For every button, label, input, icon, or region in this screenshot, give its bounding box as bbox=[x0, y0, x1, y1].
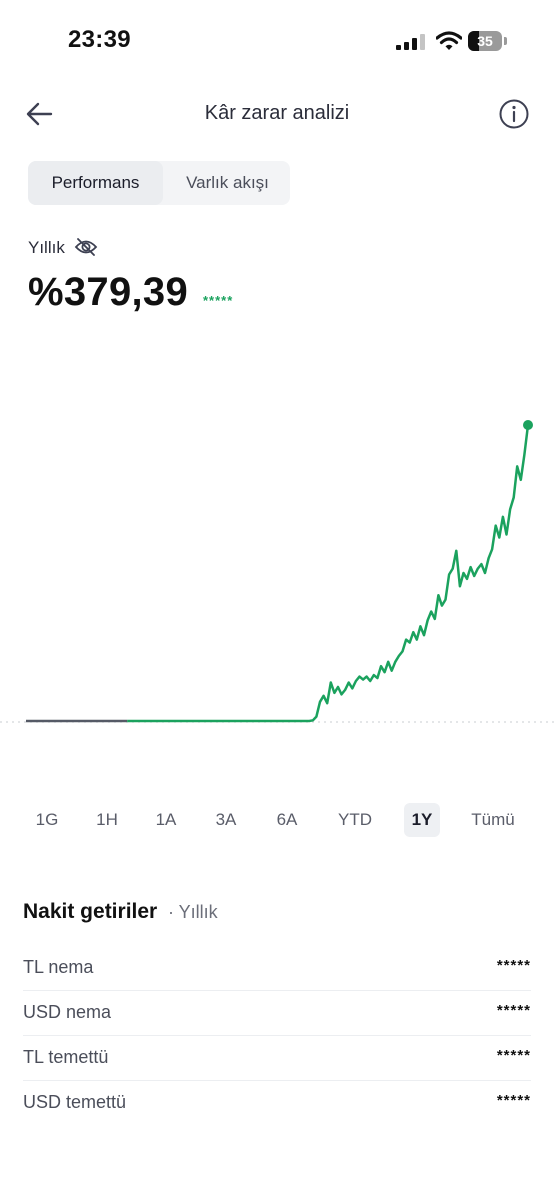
range-option-1a[interactable]: 1A bbox=[155, 810, 177, 829]
cash-row-label: USD nema bbox=[23, 1002, 112, 1022]
tab-varlik-akisi[interactable]: Varlık akışı bbox=[186, 173, 269, 192]
range-option-3a[interactable]: 3A bbox=[215, 810, 237, 829]
performance-chart[interactable] bbox=[0, 330, 554, 760]
back-arrow-icon[interactable] bbox=[24, 98, 56, 130]
cash-row-tl-temettu: TL temettü ***** bbox=[23, 1035, 531, 1081]
battery-level: 35 bbox=[477, 33, 493, 49]
info-icon[interactable] bbox=[498, 98, 530, 130]
cash-row-usd-temettu: USD temettü ***** bbox=[23, 1080, 531, 1125]
eye-off-icon[interactable] bbox=[74, 236, 98, 258]
cash-row-label: TL temettü bbox=[23, 1047, 109, 1067]
range-option-ytd[interactable]: YTD bbox=[338, 810, 372, 829]
cash-row-tl-nema: TL nema ***** bbox=[23, 945, 531, 991]
cash-returns-subtitle: · Yıllık bbox=[168, 902, 218, 922]
cellular-signal-icon bbox=[396, 34, 425, 50]
wifi-icon bbox=[436, 31, 462, 50]
performance-value: %379,39 bbox=[28, 270, 189, 314]
range-option-1y[interactable]: 1Y bbox=[404, 803, 440, 837]
cash-returns-title: Nakit getiriler bbox=[23, 900, 158, 923]
cash-row-label: TL nema bbox=[23, 957, 94, 977]
chart-series-line bbox=[127, 424, 530, 723]
page-title: Kâr zarar analizi bbox=[204, 102, 350, 124]
range-option-6a[interactable]: 6A bbox=[276, 810, 298, 829]
range-option-1h[interactable]: 1H bbox=[96, 810, 118, 829]
range-option-1g[interactable]: 1G bbox=[35, 810, 59, 829]
performance-masked-amount: ***** bbox=[203, 293, 234, 308]
cash-row-value: ***** bbox=[496, 1047, 531, 1064]
range-option-tumu[interactable]: Tümü bbox=[471, 810, 515, 829]
analysis-tabs: Performans Varlık akışı bbox=[28, 161, 290, 205]
chart-last-point bbox=[523, 420, 533, 430]
period-label: Yıllık bbox=[28, 238, 65, 257]
cash-row-label: USD temettü bbox=[23, 1092, 127, 1112]
cash-row-value: ***** bbox=[496, 957, 531, 974]
battery-icon: 35 bbox=[468, 31, 508, 51]
cash-row-value: ***** bbox=[496, 1092, 531, 1109]
cash-row-value: ***** bbox=[496, 1002, 531, 1019]
cash-row-usd-nema: USD nema ***** bbox=[23, 990, 531, 1036]
tab-performans[interactable]: Performans bbox=[28, 161, 163, 205]
status-time: 23:39 bbox=[68, 26, 131, 53]
